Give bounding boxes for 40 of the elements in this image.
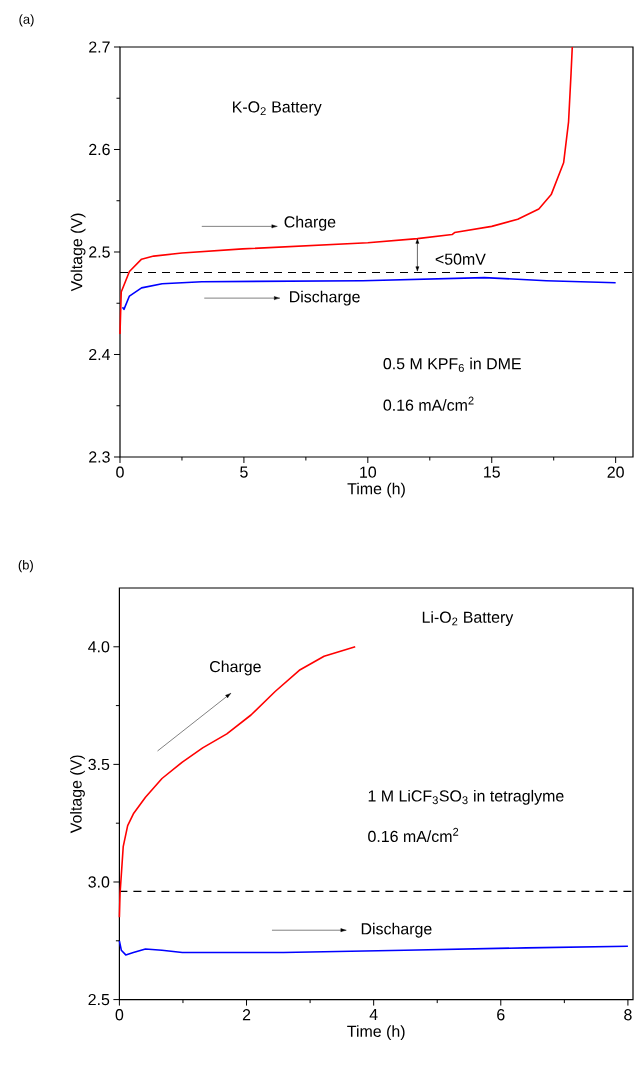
x-tick-label: 20 [607,466,624,478]
x-axis-title: Time (h) [347,1025,405,1041]
annotation: 0.16 mA/cm$^{2}$ [383,396,474,411]
x-tick-label: 4 [369,1009,378,1021]
x-tick-label: 10 [360,466,377,478]
y-tick-label: 2.4 [89,348,110,361]
annotation: <50mV [435,253,486,265]
annotation: 0.5 M KPF$_{6}$ in DME [383,357,521,372]
line-series [118,645,357,919]
y-tick-label: 2.6 [89,143,110,156]
annotation: 0.16 mA/cm$^{2}$ [368,827,459,843]
y-tick-label: 4.0 [88,641,110,653]
series-label: Discharge [290,290,360,306]
line-series [118,939,629,956]
y-axis-title: Voltage (V) [70,213,86,292]
x-tick-label: 6 [497,1009,505,1021]
annotation: K-O$_{2}$ Battery [233,101,322,116]
x-tick-label: 2 [242,1009,251,1021]
x-axis-title: Time (h) [347,482,405,498]
x-tick-label: 5 [240,466,248,478]
x-tick-label: 0 [115,1009,124,1021]
text: (b) [18,560,33,573]
series-label: Charge [284,215,336,231]
x-tick-label: 8 [624,1009,632,1021]
y-tick-label: 3.5 [88,758,110,771]
y-tick-label: 2.3 [89,451,110,463]
series-label: Discharge [361,922,432,938]
y-tick-label: 2.5 [89,246,110,258]
text: (a) [19,14,34,27]
x-tick-label: 15 [484,466,500,478]
line-series [119,46,574,335]
y-axis-title: Voltage (V) [70,755,85,834]
series-label: Charge [210,660,261,676]
line-series [121,276,617,311]
x-tick-label: 0 [116,466,124,478]
y-tick-label: 2.5 [88,993,110,1006]
y-tick-label: 3.0 [88,876,110,888]
annotation: 1 M LiCF$_{3}$SO$_{3}$ in tetraglyme [368,789,564,805]
y-tick-label: 2.7 [89,41,110,53]
annotation: Li-O$_{2}$ Battery [422,611,514,626]
